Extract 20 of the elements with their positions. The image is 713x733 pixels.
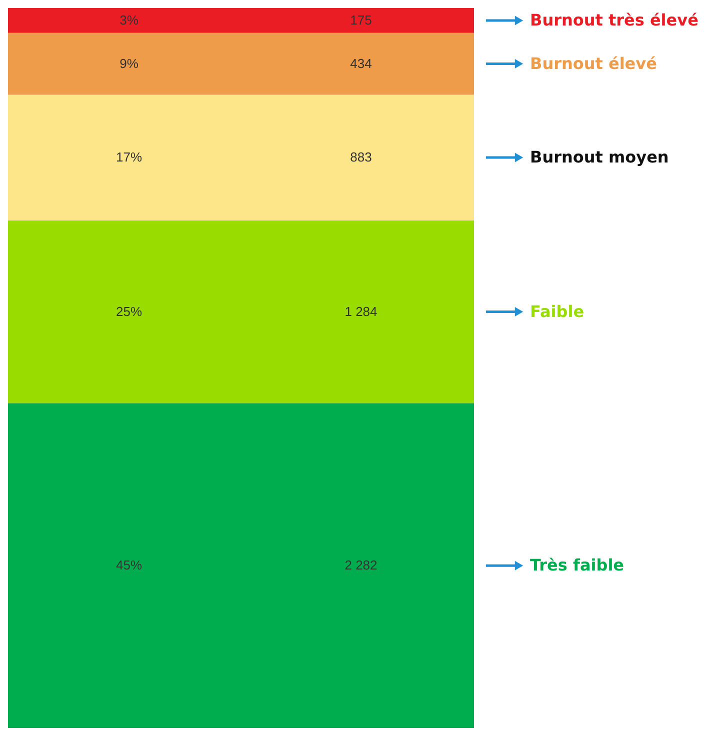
annotation: 17% bbox=[116, 150, 142, 165]
bar bbox=[8, 403, 474, 728]
data-label: 1 284 bbox=[344, 304, 378, 319]
annotation: 25% bbox=[116, 304, 142, 319]
annotation: 9% bbox=[120, 56, 139, 71]
bar bbox=[8, 220, 474, 404]
data-label: 2 282 bbox=[344, 558, 378, 573]
text: Burnout très élevé bbox=[530, 10, 699, 30]
bar bbox=[8, 32, 474, 95]
bar bbox=[8, 8, 474, 33]
data-label: 883 bbox=[350, 150, 372, 165]
annotation: 3% bbox=[120, 12, 139, 28]
data-label: 175 bbox=[350, 12, 372, 28]
text: Burnout moyen bbox=[530, 148, 669, 167]
data-label: 434 bbox=[350, 56, 372, 71]
annotation: 45% bbox=[116, 558, 142, 573]
bar bbox=[8, 94, 474, 220]
text: Faible bbox=[530, 302, 584, 321]
text: Burnout élevé bbox=[530, 54, 658, 73]
text: Très faible bbox=[530, 556, 624, 575]
